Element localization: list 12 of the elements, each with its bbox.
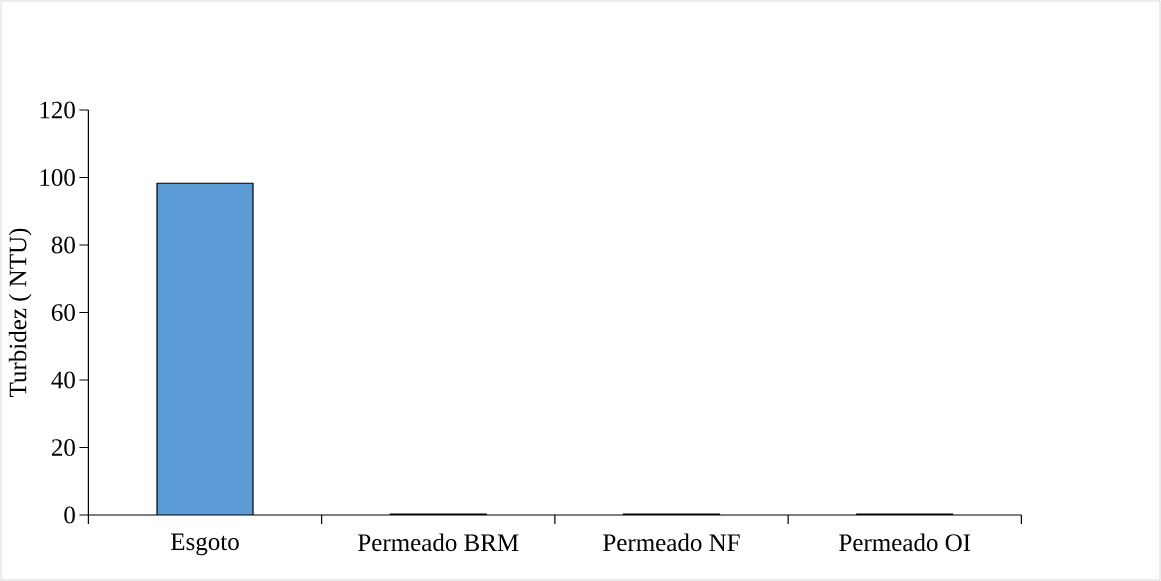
x-tick-label: Permeado BRM (358, 533, 519, 552)
y-axis-title: Turbidez ( NTU) (8, 228, 32, 397)
x-tick-label: Esgoto (171, 533, 239, 556)
y-tick-label: 20 (51, 439, 75, 456)
x-tick-label: Permeado NF (603, 533, 740, 552)
x-tick-label: Permeado OI (839, 533, 971, 552)
y-tick-label: 100 (40, 169, 75, 186)
y-tick-label: 120 (40, 101, 75, 119)
y-tick-label: 80 (51, 236, 75, 254)
y-tick-label: 0 (64, 506, 75, 524)
y-tick-label: 60 (51, 304, 75, 321)
y-tick-label: 40 (51, 371, 75, 389)
